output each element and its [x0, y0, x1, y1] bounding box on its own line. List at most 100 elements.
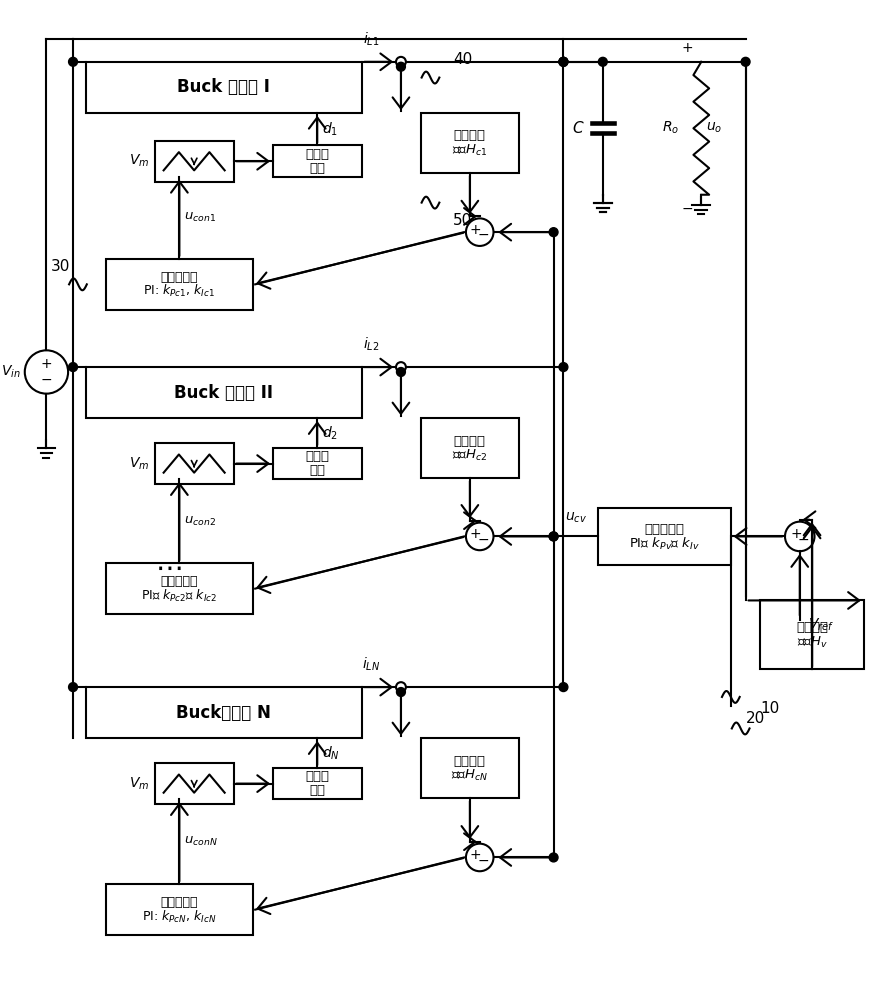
Text: +: +	[682, 41, 693, 55]
Circle shape	[559, 363, 568, 371]
FancyBboxPatch shape	[106, 884, 253, 935]
Text: Buck变换器 N: Buck变换器 N	[176, 704, 271, 722]
Text: Buck 变换器 II: Buck 变换器 II	[174, 384, 273, 402]
Circle shape	[396, 688, 405, 696]
Text: 50: 50	[453, 213, 472, 228]
FancyBboxPatch shape	[86, 62, 361, 113]
Text: +: +	[470, 223, 481, 237]
Text: 40: 40	[453, 52, 472, 67]
Text: PI： $k_{Pv}$， $k_{Iv}$: PI： $k_{Pv}$， $k_{Iv}$	[629, 536, 700, 552]
Circle shape	[559, 57, 568, 66]
Text: $V_m$: $V_m$	[129, 775, 149, 792]
Text: 10: 10	[760, 701, 780, 716]
Text: 电压采样: 电压采样	[796, 621, 828, 634]
Text: $V_{in}$: $V_{in}$	[1, 364, 21, 380]
Text: $u_{con2}$: $u_{con2}$	[185, 515, 216, 528]
Text: −: −	[478, 228, 489, 242]
FancyBboxPatch shape	[273, 448, 361, 479]
Text: $u_{con1}$: $u_{con1}$	[185, 211, 216, 224]
Circle shape	[598, 57, 607, 66]
Text: Buck 变换器 I: Buck 变换器 I	[178, 78, 270, 96]
FancyBboxPatch shape	[421, 418, 519, 478]
Circle shape	[68, 363, 78, 371]
Circle shape	[68, 57, 78, 66]
Text: 制器: 制器	[309, 162, 326, 175]
Circle shape	[396, 682, 406, 692]
Text: PI： $k_{Pc2}$， $k_{Ic2}$: PI： $k_{Pc2}$， $k_{Ic2}$	[141, 587, 218, 604]
Text: $d_2$: $d_2$	[322, 424, 339, 442]
Text: 电流控制器: 电流控制器	[161, 896, 198, 909]
Circle shape	[550, 228, 558, 237]
FancyBboxPatch shape	[155, 443, 234, 484]
Circle shape	[741, 57, 750, 66]
Text: $u_{conN}$: $u_{conN}$	[185, 835, 218, 848]
FancyBboxPatch shape	[421, 738, 519, 798]
Circle shape	[68, 683, 78, 692]
Text: $i_{LN}$: $i_{LN}$	[362, 656, 381, 673]
Text: $i_{L1}$: $i_{L1}$	[363, 31, 380, 48]
Text: −: −	[682, 202, 693, 216]
Text: +: +	[470, 848, 481, 862]
Circle shape	[559, 57, 568, 66]
Circle shape	[466, 844, 493, 871]
Text: 电流控制器: 电流控制器	[161, 575, 198, 588]
Circle shape	[466, 523, 493, 550]
Text: 电流采样: 电流采样	[454, 129, 486, 142]
Text: $d_1$: $d_1$	[322, 121, 339, 138]
Text: ⋯: ⋯	[156, 555, 184, 583]
Text: 30: 30	[51, 259, 70, 274]
FancyBboxPatch shape	[273, 768, 361, 799]
Text: 20: 20	[746, 711, 765, 726]
FancyBboxPatch shape	[86, 367, 361, 418]
Text: $u_{cv}$: $u_{cv}$	[564, 510, 587, 525]
Circle shape	[466, 218, 493, 246]
FancyBboxPatch shape	[86, 687, 361, 738]
Text: PI: $k_{PcN}$, $k_{IcN}$: PI: $k_{PcN}$, $k_{IcN}$	[142, 908, 217, 925]
Text: 制器: 制器	[309, 784, 326, 797]
Circle shape	[559, 57, 568, 66]
Text: 电路$H_{c2}$: 电路$H_{c2}$	[452, 448, 487, 463]
Text: 脉宽调: 脉宽调	[305, 450, 329, 463]
Text: PI: $k_{Pc1}$, $k_{Ic1}$: PI: $k_{Pc1}$, $k_{Ic1}$	[144, 283, 215, 299]
Circle shape	[24, 350, 68, 394]
Circle shape	[396, 57, 406, 67]
Circle shape	[396, 362, 406, 372]
FancyBboxPatch shape	[273, 145, 361, 177]
Text: $V_m$: $V_m$	[129, 153, 149, 169]
Circle shape	[550, 853, 558, 862]
FancyBboxPatch shape	[155, 141, 234, 182]
Text: 电路$H_v$: 电路$H_v$	[796, 635, 828, 650]
Circle shape	[550, 532, 558, 541]
Circle shape	[559, 683, 568, 692]
Text: $i_{L2}$: $i_{L2}$	[363, 336, 380, 353]
FancyBboxPatch shape	[106, 259, 253, 310]
Text: $R_o$: $R_o$	[662, 120, 680, 136]
FancyBboxPatch shape	[421, 113, 519, 173]
Text: 脉宽调: 脉宽调	[305, 148, 329, 161]
Text: 电路$H_{c1}$: 电路$H_{c1}$	[452, 143, 487, 158]
Text: 电流控制器: 电流控制器	[161, 271, 198, 284]
Text: 脉宽调: 脉宽调	[305, 770, 329, 783]
Text: 制器: 制器	[309, 464, 326, 477]
FancyBboxPatch shape	[598, 508, 731, 565]
Text: 电路$H_{cN}$: 电路$H_{cN}$	[452, 768, 488, 783]
FancyBboxPatch shape	[106, 563, 253, 614]
Text: $V_m$: $V_m$	[129, 455, 149, 472]
Text: +: +	[470, 527, 481, 541]
Text: 电流采样: 电流采样	[454, 435, 486, 448]
Text: +: +	[40, 357, 52, 371]
Circle shape	[396, 62, 405, 71]
Text: 电流采样: 电流采样	[454, 755, 486, 768]
Circle shape	[396, 368, 405, 376]
Text: +: +	[790, 527, 802, 541]
Text: $V_{ref}$: $V_{ref}$	[808, 617, 834, 633]
Text: 电压控制器: 电压控制器	[644, 523, 684, 536]
FancyBboxPatch shape	[155, 763, 234, 804]
Text: −: −	[478, 853, 489, 867]
Text: −: −	[478, 532, 489, 546]
FancyBboxPatch shape	[760, 600, 864, 669]
Text: −: −	[798, 532, 809, 546]
Circle shape	[550, 532, 558, 541]
Text: C: C	[572, 121, 583, 136]
Text: $d_N$: $d_N$	[322, 744, 340, 762]
